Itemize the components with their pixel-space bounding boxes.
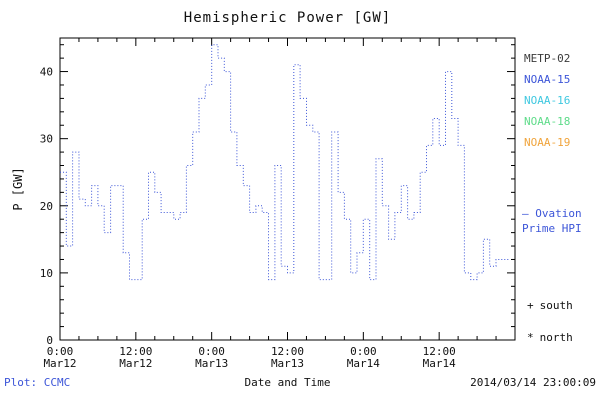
plot-credit: Plot: CCMC (4, 376, 71, 389)
legend-satellites: METP-02 NOAA-15 NOAA-16 NOAA-18 NOAA-19 (524, 48, 570, 153)
x-tick-label-date: Mar12 (43, 357, 76, 370)
legend-marker-south-label: south (539, 299, 573, 312)
x-tick-label-time: 0:00 (198, 345, 225, 358)
asterisk-marker-icon: * (527, 331, 534, 344)
legend-item-noaa19: NOAA-19 (524, 136, 571, 149)
plus-marker-icon: + (527, 299, 534, 312)
legend-marker-north: * north (527, 331, 573, 344)
y-tick-label: 40 (40, 66, 53, 79)
y-axis-label: P [GW] (11, 167, 25, 211)
legend-item-metp02: METP-02 (524, 52, 571, 65)
legend-item-noaa18: NOAA-18 (524, 115, 571, 128)
legend-marker-south: + south (527, 299, 573, 312)
legend-ovation: — Ovation Prime HPI (522, 206, 582, 236)
timestamp: 2014/03/14 23:00:09 (470, 376, 596, 389)
legend-ovation-line1: — Ovation (522, 207, 582, 220)
chart-title: Hemispheric Power [GW] (183, 10, 392, 26)
legend-item-noaa15: NOAA-15 (524, 73, 571, 86)
hpi-step-line (60, 44, 509, 281)
x-tick-label-date: Mar14 (423, 357, 456, 370)
y-tick-label: 0 (46, 334, 53, 347)
legend-marker-north-label: north (539, 331, 573, 344)
x-tick-label-date: Mar13 (195, 357, 228, 370)
x-tick-label-time: 12:00 (423, 345, 456, 358)
y-tick-label: 10 (40, 267, 53, 280)
x-tick-label-time: 12:00 (271, 345, 304, 358)
legend-item-noaa16: NOAA-16 (524, 94, 571, 107)
y-tick-label: 20 (40, 200, 53, 213)
x-tick-label-date: Mar14 (347, 357, 380, 370)
x-tick-label-time: 12:00 (119, 345, 152, 358)
y-tick-label: 30 (40, 133, 53, 146)
x-tick-label-time: 0:00 (47, 345, 74, 358)
x-tick-label-date: Mar13 (271, 357, 304, 370)
x-tick-label-time: 0:00 (350, 345, 377, 358)
plot-frame (59, 37, 516, 341)
legend-ovation-line2: Prime HPI (522, 222, 582, 235)
x-axis-label: Date and Time (244, 376, 331, 389)
x-tick-label-date: Mar12 (119, 357, 152, 370)
